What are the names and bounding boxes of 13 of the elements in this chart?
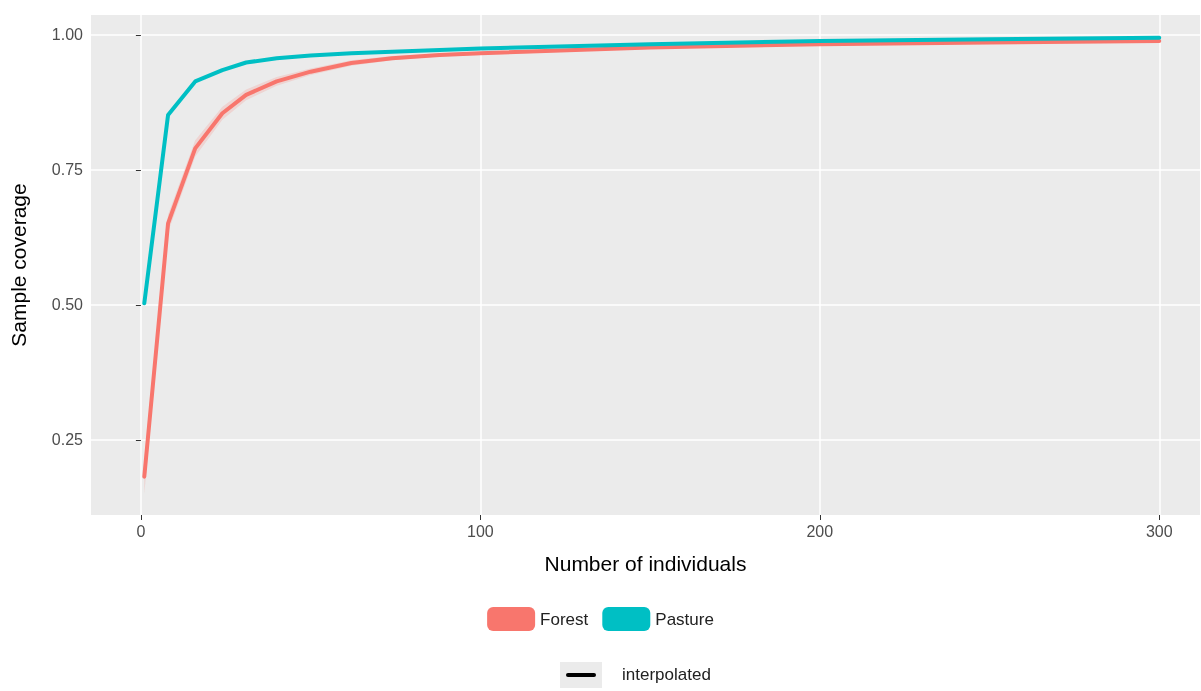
legend-label: Forest xyxy=(540,609,589,629)
text: interpolated xyxy=(622,665,711,685)
y-tick-label: 0.50 xyxy=(51,296,84,314)
y-tick-label: 0.75 xyxy=(51,161,84,179)
x-tick-label: 100 xyxy=(467,522,494,540)
x-tick-label: 0 xyxy=(136,522,146,540)
x-tick-label: 200 xyxy=(806,522,834,540)
y-axis-title: Sample coverage xyxy=(7,183,30,347)
x-axis-title: Number of individuals xyxy=(544,552,747,575)
x-tick-label: 300 xyxy=(1145,522,1173,540)
legend-label: Pasture xyxy=(655,609,714,629)
y-tick-label: 0.25 xyxy=(51,431,84,449)
y-tick-label: 1.00 xyxy=(51,26,84,44)
